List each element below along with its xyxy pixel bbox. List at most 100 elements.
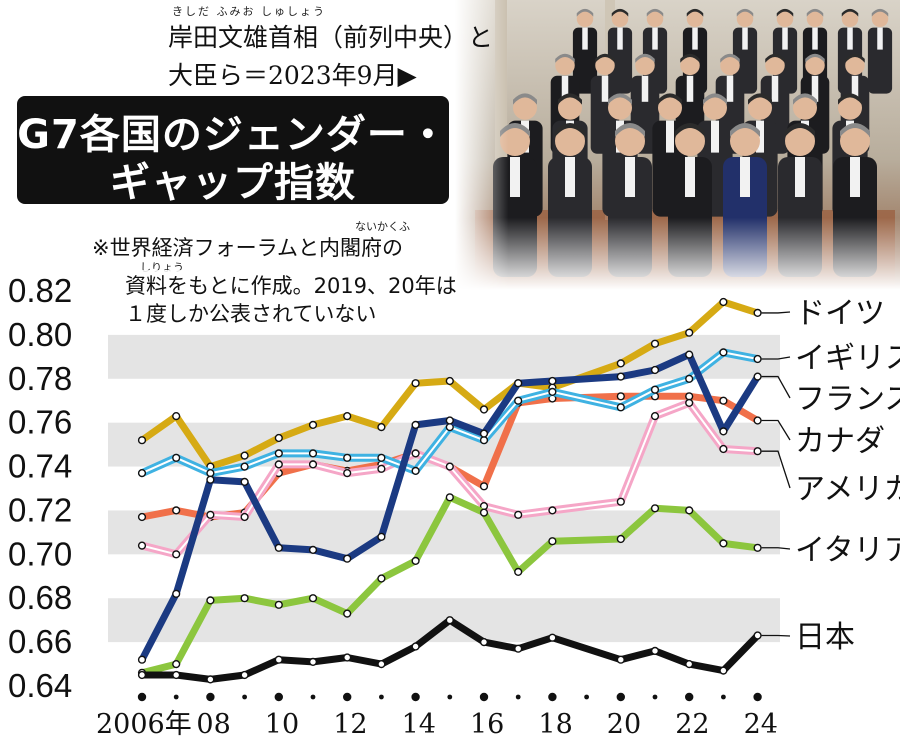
data-point — [411, 449, 420, 458]
legend-label: 日本 — [795, 620, 855, 655]
x-tick-dot — [137, 692, 147, 702]
data-point — [137, 512, 147, 522]
x-tick-label: 16 — [470, 709, 504, 740]
photo-caption-line1: 岸田文雄首相（前列中央）と — [168, 23, 494, 52]
data-point — [274, 655, 283, 664]
x-tick-dot — [242, 694, 248, 700]
data-point — [274, 449, 283, 458]
x-tick-label: 10 — [265, 709, 299, 740]
data-point — [377, 574, 386, 583]
data-point — [548, 537, 557, 546]
series-line — [138, 351, 762, 664]
data-point — [548, 387, 557, 397]
data-point — [240, 670, 249, 680]
data-point — [343, 453, 352, 462]
data-point — [240, 477, 249, 487]
legend-label: ドイツ — [795, 296, 885, 331]
data-point — [240, 512, 249, 522]
x-tick-dot — [515, 694, 521, 700]
series-ドイツ — [137, 297, 762, 471]
legend-label: フランス — [795, 382, 900, 417]
data-point — [343, 554, 352, 563]
data-point — [685, 328, 694, 337]
data-point — [274, 460, 283, 469]
data-point — [685, 506, 694, 515]
legend-label: イタリア — [795, 533, 900, 568]
data-point — [137, 670, 147, 680]
data-point — [719, 666, 728, 675]
data-point — [240, 462, 249, 471]
x-tick-dot — [343, 692, 352, 702]
data-point — [172, 453, 181, 462]
data-point — [445, 416, 454, 425]
data-point — [308, 594, 318, 603]
data-point — [274, 543, 283, 552]
chart-title-line1: G7各国のジェンダー・ — [17, 112, 449, 158]
data-point — [411, 379, 420, 388]
x-tick-dot — [753, 692, 762, 702]
data-point — [685, 398, 694, 408]
data-point — [479, 436, 489, 445]
data-point — [719, 396, 728, 405]
series-line — [138, 298, 762, 471]
data-point — [616, 497, 625, 506]
series-lines — [137, 297, 762, 684]
data-point — [479, 405, 489, 414]
data-point — [411, 466, 420, 476]
y-tick-label: 0.78 — [8, 360, 72, 397]
data-point — [308, 420, 318, 430]
y-tick-label: 0.74 — [8, 448, 72, 485]
x-tick-dot — [479, 692, 489, 702]
data-point — [753, 308, 762, 318]
x-tick-dot — [685, 692, 694, 702]
x-tick-label: 20 — [607, 709, 641, 740]
legend-label: カナダ — [795, 424, 885, 459]
y-tick-label: 0.72 — [8, 491, 72, 528]
data-point — [137, 436, 147, 445]
note-ruby-1: ないかくふ — [355, 220, 410, 233]
legend-leader-line — [761, 419, 791, 441]
data-point — [240, 451, 249, 460]
y-tick-label: 0.76 — [8, 404, 72, 441]
x-tick-dot — [447, 694, 453, 700]
data-point — [514, 396, 523, 405]
data-point — [377, 453, 386, 462]
x-tick-label: 08 — [196, 709, 230, 740]
y-tick-label: 0.64 — [8, 667, 72, 704]
data-point — [137, 469, 147, 478]
data-point — [206, 510, 215, 519]
data-point — [719, 427, 728, 436]
data-point — [377, 532, 386, 541]
x-tick-label: 18 — [538, 709, 572, 740]
cabinet-photo — [455, 0, 900, 290]
y-tick-label: 0.66 — [8, 623, 72, 660]
data-point — [616, 392, 625, 401]
data-point — [650, 504, 660, 513]
data-point — [616, 534, 625, 544]
data-point — [753, 372, 762, 381]
data-point — [172, 550, 181, 559]
x-tick-dot — [173, 694, 179, 700]
x-tick-dot — [274, 692, 283, 702]
y-tick-label: 0.68 — [8, 579, 72, 616]
x-tick-dot — [652, 694, 658, 700]
data-point — [479, 637, 489, 647]
data-point — [548, 633, 557, 642]
data-point — [719, 539, 728, 548]
data-point — [753, 543, 762, 552]
x-tick-dot — [206, 692, 215, 702]
data-point — [445, 376, 454, 386]
chart-title-line2: ギャップ指数 — [110, 160, 356, 206]
data-point — [719, 297, 728, 307]
x-axis: 2006年 08 10 12 14 16 18 20 22 24 — [96, 692, 778, 740]
data-point — [685, 374, 694, 383]
legend-leader-line — [761, 356, 791, 360]
data-point — [753, 416, 762, 425]
data-point — [514, 379, 523, 388]
legend-leader-line — [761, 450, 791, 489]
data-point — [445, 462, 454, 471]
y-tick-label: 0.80 — [8, 316, 72, 353]
x-tick-dot — [411, 692, 420, 702]
data-point — [650, 385, 660, 394]
